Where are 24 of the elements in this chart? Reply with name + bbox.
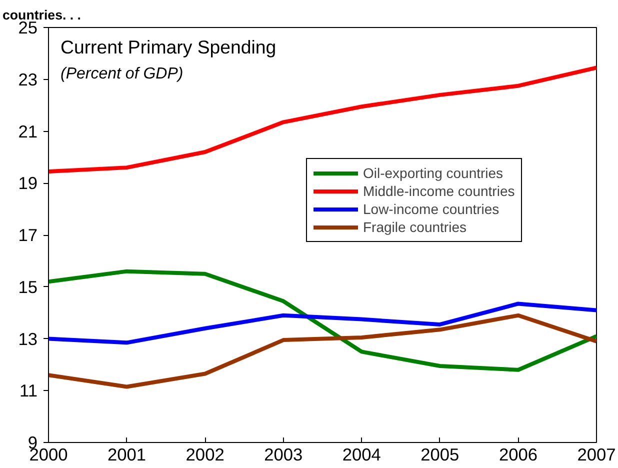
y-tick-label: 19 (18, 173, 38, 194)
y-tick-label: 17 (18, 225, 38, 245)
y-tick-label: 23 (18, 69, 38, 90)
y-tick-label: 15 (18, 276, 38, 297)
line-series (48, 269, 596, 372)
text: (Percent of GDP) (60, 66, 184, 82)
x-tick-label: 2003 (264, 444, 303, 464)
x-tick-label: 2002 (186, 444, 224, 464)
y-tick-label: 11 (20, 380, 38, 401)
x-tick-label: 2007 (577, 444, 616, 464)
line-series (48, 302, 596, 345)
y-tick-label: 13 (18, 328, 38, 349)
line-series (48, 313, 596, 389)
y-tick-label: 21 (18, 121, 38, 142)
x-tick-label: 2004 (342, 444, 382, 464)
x-tick-label: 2001 (108, 444, 146, 464)
x-tick-label: 2005 (420, 444, 460, 464)
text: countries. . . (2, 8, 82, 22)
text: Current Primary Spending (60, 36, 276, 58)
legend-label: Low-income countries (363, 201, 500, 217)
legend-label: Middle-income countries (363, 183, 515, 199)
legend-label: Fragile countries (363, 219, 466, 235)
legend-label: Oil-exporting countries (363, 165, 504, 181)
x-tick-label: 2006 (498, 444, 538, 464)
